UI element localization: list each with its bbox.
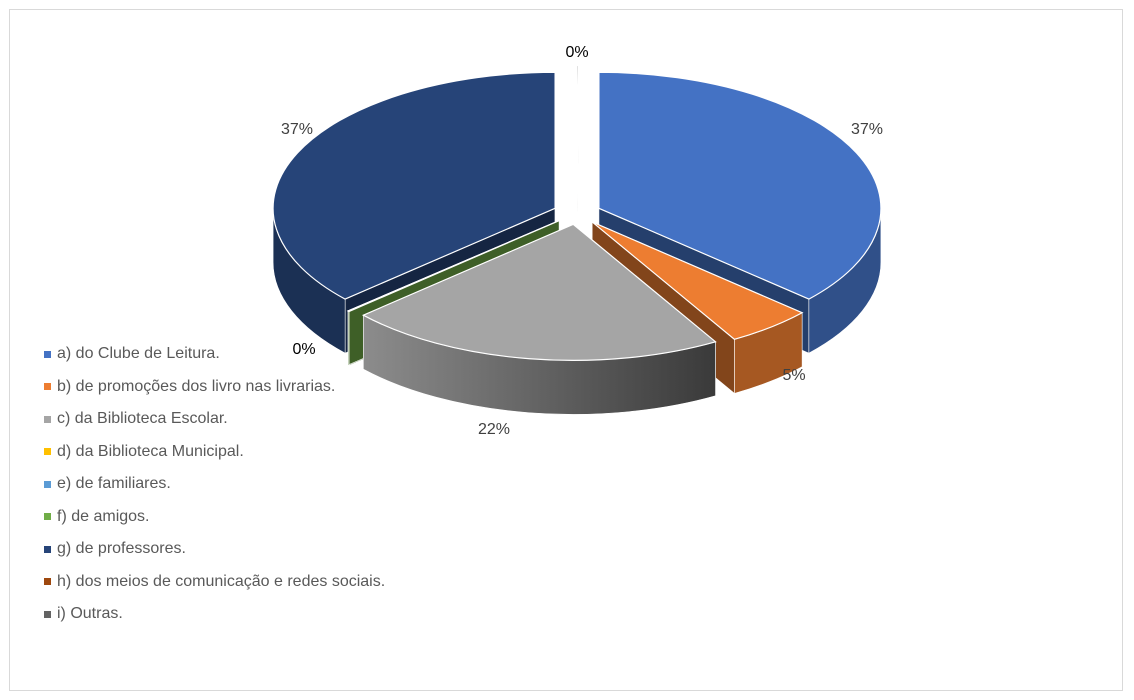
legend-label-0: a) do Clube de Leitura. [57, 345, 220, 363]
legend-label-4: e) de familiares. [57, 475, 171, 493]
legend-label-7: h) dos meios de comunicação e redes soci… [57, 572, 386, 590]
legend-item-4: e) de familiares. [44, 468, 564, 501]
data-label-slice-1: 5% [782, 367, 805, 384]
legend-label-3: d) da Biblioteca Municipal. [57, 442, 244, 460]
pie-slice-top-1 [591, 221, 804, 341]
pie-slice-top-5 [346, 220, 560, 313]
pie-slice-2 [361, 223, 717, 415]
legend-item-3: d) da Biblioteca Municipal. [44, 436, 564, 469]
data-label-slice-0: 37% [851, 121, 883, 138]
legend-swatch-1 [44, 383, 51, 391]
pie-slice-top-0 [598, 71, 882, 300]
legend-swatch-8 [44, 610, 51, 618]
legend-item-5: f) de amigos. [44, 501, 564, 534]
data-label-slice-2: 22% [478, 421, 510, 438]
legend-label-1: b) de promoções dos livro nas livrarias. [57, 377, 336, 395]
legend-swatch-3 [44, 448, 51, 456]
pie-slice-top-8 [576, 64, 580, 202]
pie-slice-top-6 [272, 71, 556, 300]
legend-item-7: h) dos meios de comunicação e redes soci… [44, 566, 564, 599]
legend-swatch-0 [44, 350, 51, 358]
pie-slice-top-2 [361, 223, 717, 361]
data-label-slice-6: 37% [281, 121, 313, 138]
legend-item-6: g) de professores. [44, 533, 564, 566]
legend-label-8: i) Outras. [57, 605, 123, 623]
legend-swatch-5 [44, 513, 51, 521]
legend-swatch-2 [44, 415, 51, 423]
legend-item-2: c) da Biblioteca Escolar. [44, 403, 564, 436]
legend-label-2: c) da Biblioteca Escolar. [57, 410, 228, 428]
legend-swatch-4 [44, 480, 51, 488]
legend-item-8: i) Outras. [44, 598, 564, 631]
legend-swatch-7 [44, 578, 51, 586]
data-label-slice-8: 0% [565, 44, 588, 61]
legend-item-0: a) do Clube de Leitura. [44, 338, 564, 371]
legend-item-1: b) de promoções dos livro nas livrarias. [44, 371, 564, 404]
legend-swatch-6 [44, 545, 51, 553]
legend: a) do Clube de Leitura. b) de promoções d… [44, 338, 564, 631]
legend-label-5: f) de amigos. [57, 507, 150, 525]
data-label-slice-5: 0% [292, 341, 315, 358]
legend-label-6: g) de professores. [57, 540, 186, 558]
